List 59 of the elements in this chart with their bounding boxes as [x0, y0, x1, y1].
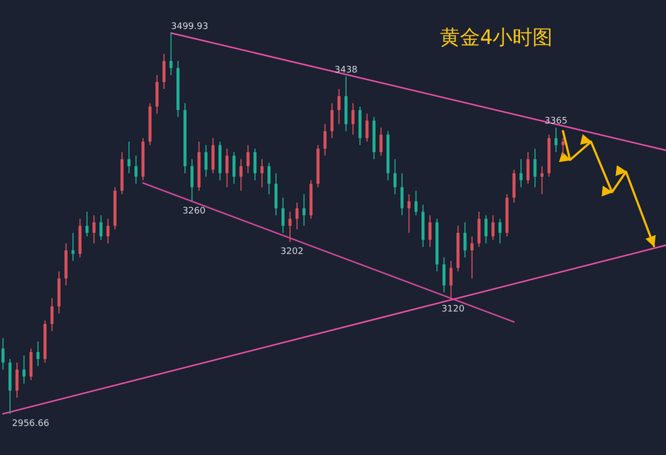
candlestick — [498, 218, 502, 244]
candlestick — [288, 211, 292, 242]
candlestick — [330, 102, 334, 139]
candlestick — [414, 190, 418, 216]
candlestick — [36, 341, 40, 367]
candlestick — [554, 127, 558, 153]
annotation: 3202 — [280, 246, 304, 257]
candlestick — [72, 232, 74, 262]
candlestick — [16, 362, 18, 398]
candlestick — [282, 197, 284, 234]
chart-title: 黄金4小时图 — [440, 25, 553, 49]
candlestick — [190, 158, 194, 202]
candlestick — [428, 214, 432, 248]
candlestick — [302, 194, 306, 226]
candlestick — [100, 214, 102, 240]
annotation: 3365 — [544, 116, 568, 127]
annotation: 3260 — [182, 206, 206, 216]
annotation: 3120 — [442, 304, 465, 314]
candlestick — [520, 158, 522, 188]
candlestick — [338, 88, 340, 125]
candlestick — [400, 172, 404, 216]
candlestick — [246, 144, 250, 174]
candlestick — [394, 158, 396, 195]
candlestick — [352, 102, 354, 136]
candlestick — [540, 166, 544, 195]
candlestick — [324, 124, 326, 156]
candlestick — [226, 148, 228, 188]
candlestick — [232, 152, 236, 184]
candlestick — [260, 158, 264, 188]
candlestick — [442, 256, 446, 293]
candlestick — [526, 152, 530, 184]
candlestick — [92, 214, 96, 244]
candlestick — [562, 138, 564, 156]
candlestick — [204, 144, 208, 178]
candlestick — [240, 158, 242, 192]
candlestick — [2, 338, 4, 370]
candlestick — [450, 260, 452, 300]
candlestick — [464, 222, 466, 258]
candlestick — [86, 211, 88, 237]
candlestick — [470, 236, 474, 279]
candlestick — [162, 53, 166, 90]
candlestick — [534, 148, 536, 188]
text: 2956.66 — [12, 419, 50, 429]
candlestick — [106, 218, 110, 244]
candlestick — [380, 127, 382, 156]
candlestick — [408, 194, 410, 234]
candlestick — [22, 355, 26, 384]
candlestick — [492, 214, 494, 240]
candlestick — [50, 298, 54, 332]
candlestick — [484, 214, 488, 244]
candlestick — [134, 155, 138, 184]
candlestick — [366, 113, 368, 142]
candlestick — [254, 148, 256, 181]
candlestick — [268, 162, 270, 195]
candlestick — [170, 32, 172, 76]
annotation: 3499.93 — [171, 22, 208, 32]
candlestick — [296, 202, 298, 230]
candlestick — [128, 141, 130, 174]
annotation: 3438 — [334, 65, 358, 76]
